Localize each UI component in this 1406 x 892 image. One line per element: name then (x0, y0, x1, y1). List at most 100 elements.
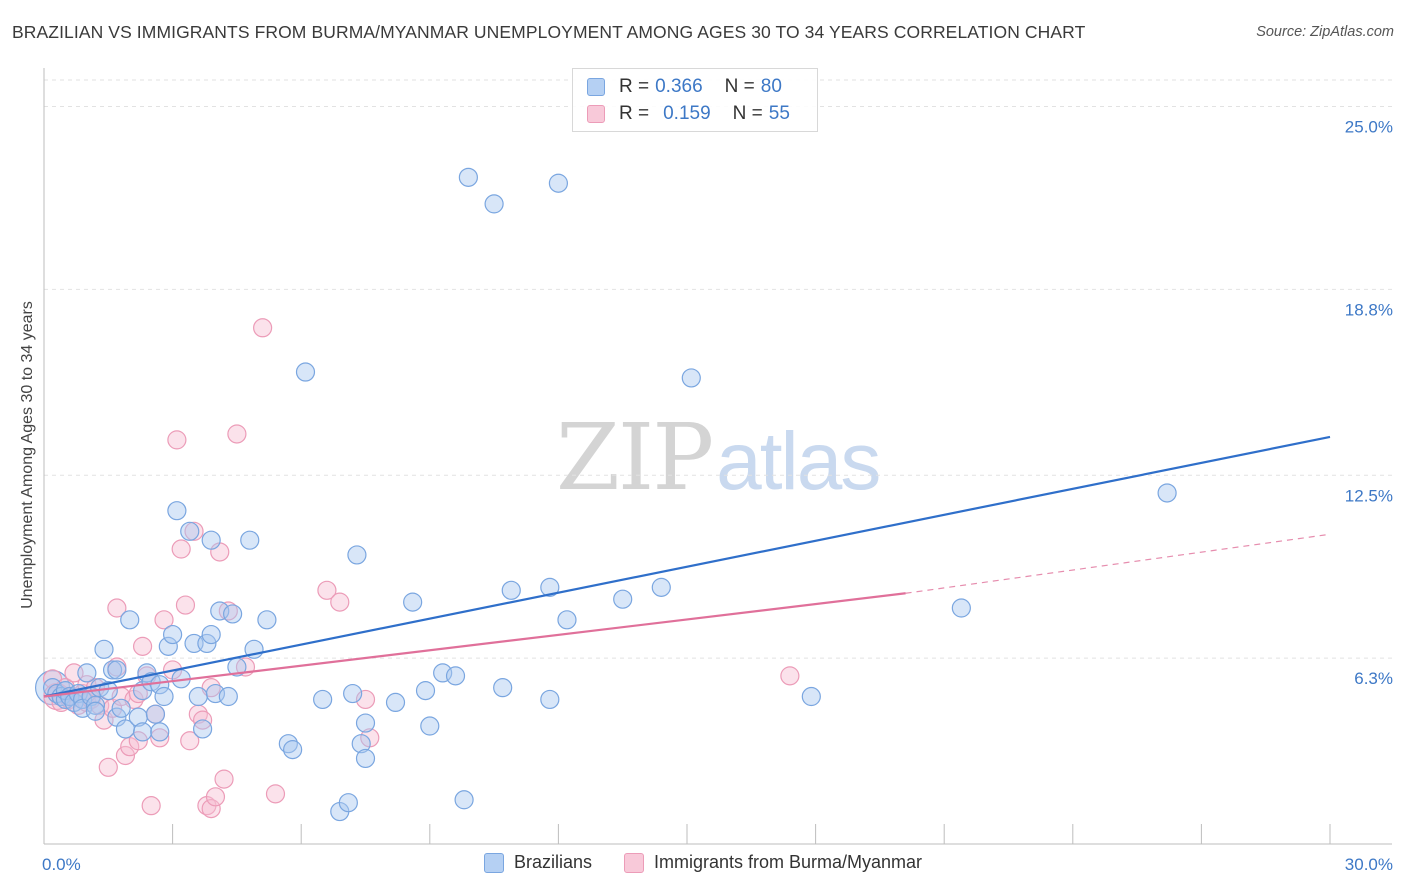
brazilian-point (180, 521, 200, 541)
burma-point (253, 318, 273, 338)
brazilian-point (167, 501, 187, 521)
burma-point (128, 731, 148, 751)
burma-point (141, 796, 161, 816)
brazilian-point (415, 681, 436, 701)
brazilian-point (201, 624, 221, 645)
burma-point (115, 745, 136, 766)
brazilian-point (223, 604, 243, 624)
burma-point (180, 731, 200, 751)
burma-point (167, 430, 187, 450)
brazilian-point (158, 636, 178, 656)
brazilian-point (540, 577, 560, 597)
brazilian-point (257, 610, 277, 630)
legend-item-burma[interactable]: Immigrants from Burma/Myanmar (623, 852, 923, 873)
brazilian-point (454, 790, 474, 810)
brazilian-point (283, 740, 303, 760)
brazilian-point (493, 678, 513, 698)
brazilian-point (107, 660, 127, 680)
y-tick-label: 6.3% (1354, 669, 1393, 688)
burma-trend-line (43, 592, 906, 698)
brazilian-point (188, 686, 208, 707)
blue-swatch (483, 852, 504, 873)
brazilian-point (77, 663, 97, 683)
brazilian-point (94, 639, 114, 659)
brazilian-point (102, 660, 123, 680)
brazilian-point (145, 704, 166, 724)
y-tick-label: 18.8% (1345, 300, 1393, 319)
burma-point (330, 592, 350, 612)
burma-point (98, 757, 118, 777)
legend-label: Brazilians (513, 852, 592, 872)
brazilian-point (154, 686, 174, 707)
pink-swatch (623, 852, 644, 873)
burma-point (201, 799, 221, 819)
n-label: N = (732, 103, 763, 124)
legend-row-burma: R = 0.159 N = 55 (587, 102, 790, 126)
watermark-atlas: atlas (716, 416, 881, 507)
brazilian-point (240, 530, 260, 550)
brazilian-point (163, 624, 183, 645)
burma-trend-extension (905, 533, 1331, 594)
brazilian-point (193, 719, 213, 739)
brazilian-point (132, 722, 153, 742)
brazilian-point (85, 701, 106, 721)
series-legend: Brazilians Immigrants from Burma/Myanmar (0, 852, 1406, 873)
brazilian-point (343, 683, 363, 704)
burma-point (107, 598, 127, 618)
x-tick-label: 0.0% (42, 855, 81, 874)
correlation-legend: R = 0.366 N = 80 R = 0.159 N = 55 (572, 68, 818, 132)
r-label: R = (619, 103, 650, 124)
brazilian-point (403, 592, 423, 612)
brazilian-point (347, 545, 367, 565)
brazilian-point (338, 793, 358, 813)
chart-source: Source: ZipAtlas.com (1256, 24, 1394, 40)
burma-point (780, 666, 800, 686)
brazilian-point (85, 695, 106, 715)
brazilian-point (540, 689, 560, 710)
brazilian-point (111, 698, 131, 718)
brazilian-point (445, 666, 466, 686)
n-value: 55 (768, 103, 790, 124)
burma-point (317, 580, 337, 600)
blue-swatch (587, 78, 605, 96)
burma-point (150, 728, 170, 748)
burma-point (171, 539, 191, 559)
brazilian-point (613, 589, 633, 609)
brazilian-point (557, 610, 577, 630)
burma-point (214, 769, 234, 789)
y-tick-label: 25.0% (1345, 118, 1393, 137)
brazilian-point (548, 173, 569, 193)
n-label: N = (724, 76, 755, 97)
brazilian-point (355, 748, 376, 769)
brazilian-point (351, 734, 371, 754)
brazilian-point (197, 633, 217, 654)
burma-point (265, 784, 286, 804)
burma-point (154, 610, 174, 630)
r-label: R = (619, 76, 650, 97)
brazilian-point (1157, 483, 1177, 503)
brazilian-point (801, 686, 821, 707)
burma-point (175, 595, 196, 615)
brazilian-point (484, 194, 504, 214)
y-tick-label: 12.5% (1345, 486, 1393, 505)
legend-label: Immigrants from Burma/Myanmar (653, 852, 923, 872)
r-value: 0.159 (663, 103, 711, 124)
brazilian-point (681, 368, 701, 388)
legend-row-brazilians: R = 0.366 N = 80 (587, 75, 782, 99)
brazilian-point (385, 692, 406, 713)
brazilian-point (150, 722, 170, 742)
brazilian-point (313, 689, 333, 710)
brazilian-point (355, 713, 376, 733)
burma-point (227, 424, 247, 444)
n-value: 80 (760, 76, 782, 97)
legend-item-brazilians[interactable]: Brazilians (483, 852, 592, 873)
chart-title: BRAZILIAN VS IMMIGRANTS FROM BURMA/MYANM… (12, 22, 1086, 42)
brazilian-point (951, 598, 971, 618)
x-tick-label: 30.0% (1345, 855, 1393, 874)
brazilian-point (651, 577, 671, 597)
brazilian-point (218, 686, 238, 707)
brazilian-point (120, 610, 140, 630)
brazilian-point (201, 530, 221, 550)
brazilian-trend-line (43, 435, 1331, 698)
